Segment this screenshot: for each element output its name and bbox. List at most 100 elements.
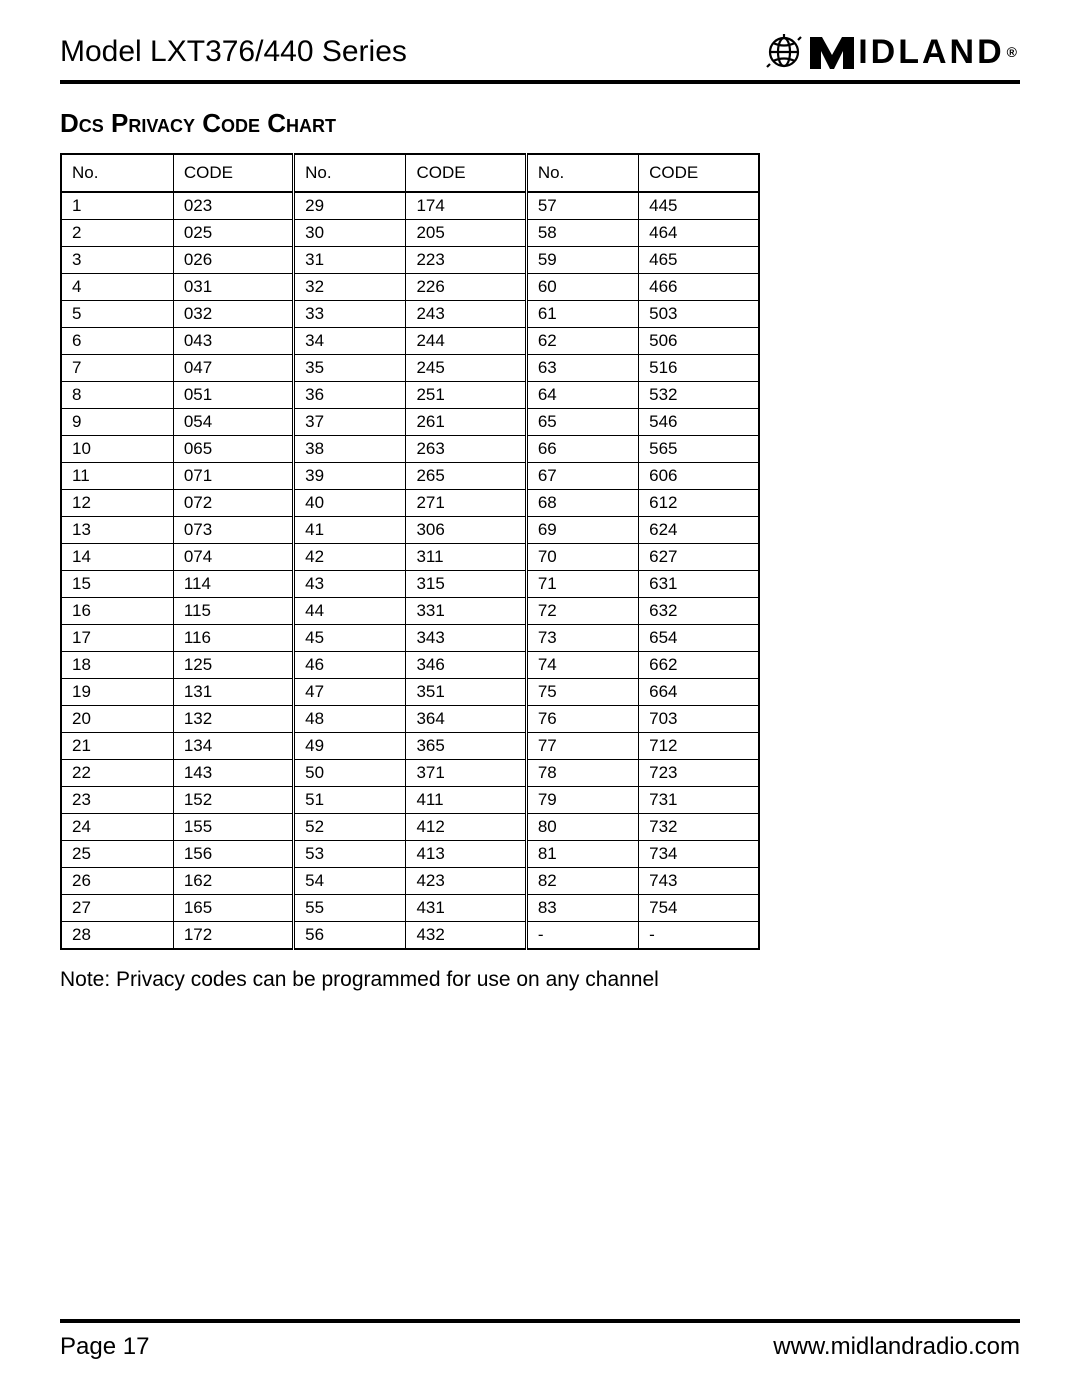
table-cell: 35 xyxy=(294,355,406,382)
table-cell: 662 xyxy=(639,652,759,679)
table-cell: 251 xyxy=(406,382,526,409)
table-cell: 11 xyxy=(61,463,173,490)
table-cell: 351 xyxy=(406,679,526,706)
table-cell: 263 xyxy=(406,436,526,463)
table-cell: 311 xyxy=(406,544,526,571)
table-cell: 58 xyxy=(526,220,638,247)
table-cell: 79 xyxy=(526,787,638,814)
section-title: Dcs Privacy Code Chart xyxy=(60,108,1020,139)
table-cell: 5 xyxy=(61,301,173,328)
table-row: 201324836476703 xyxy=(61,706,759,733)
table-cell: 50 xyxy=(294,760,406,787)
table-cell: 12 xyxy=(61,490,173,517)
table-cell: 261 xyxy=(406,409,526,436)
table-cell: 134 xyxy=(173,733,293,760)
table-cell: 54 xyxy=(294,868,406,895)
note-text: Note: Privacy codes can be programmed fo… xyxy=(60,968,1020,992)
table-row: 20253020558464 xyxy=(61,220,759,247)
table-cell: 612 xyxy=(639,490,759,517)
table-cell: 29 xyxy=(294,192,406,220)
table-cell: 114 xyxy=(173,571,293,598)
table-cell: - xyxy=(526,922,638,950)
table-row: 251565341381734 xyxy=(61,841,759,868)
table-cell: 39 xyxy=(294,463,406,490)
table-cell: 62 xyxy=(526,328,638,355)
table-cell: 065 xyxy=(173,436,293,463)
table-cell: 13 xyxy=(61,517,173,544)
table-cell: 69 xyxy=(526,517,638,544)
table-cell: 72 xyxy=(526,598,638,625)
table-cell: 546 xyxy=(639,409,759,436)
table-cell: 051 xyxy=(173,382,293,409)
table-cell: 30 xyxy=(294,220,406,247)
table-cell: 565 xyxy=(639,436,759,463)
table-cell: 2 xyxy=(61,220,173,247)
table-cell: 654 xyxy=(639,625,759,652)
table-cell: 271 xyxy=(406,490,526,517)
table-cell: 054 xyxy=(173,409,293,436)
table-row: 100653826366565 xyxy=(61,436,759,463)
table-cell: 032 xyxy=(173,301,293,328)
table-cell: 631 xyxy=(639,571,759,598)
table-cell: 55 xyxy=(294,895,406,922)
table-cell: 78 xyxy=(526,760,638,787)
table-cell: 244 xyxy=(406,328,526,355)
brand-m-icon xyxy=(810,35,854,69)
manual-page: Model LXT376/440 Series IDLAND ® xyxy=(0,0,1080,1397)
table-cell: 506 xyxy=(639,328,759,355)
table-cell: 65 xyxy=(526,409,638,436)
table-cell: 41 xyxy=(294,517,406,544)
table-cell: 245 xyxy=(406,355,526,382)
table-cell: 731 xyxy=(639,787,759,814)
table-row: 80513625164532 xyxy=(61,382,759,409)
table-cell: 115 xyxy=(173,598,293,625)
table-row: 271655543183754 xyxy=(61,895,759,922)
page-footer: Page 17 www.midlandradio.com xyxy=(60,1319,1020,1361)
table-cell: 165 xyxy=(173,895,293,922)
table-cell: 074 xyxy=(173,544,293,571)
table-cell: 371 xyxy=(406,760,526,787)
col-header: CODE xyxy=(639,154,759,192)
table-cell: 632 xyxy=(639,598,759,625)
table-cell: 047 xyxy=(173,355,293,382)
table-cell: 072 xyxy=(173,490,293,517)
table-row: 130734130669624 xyxy=(61,517,759,544)
table-cell: 40 xyxy=(294,490,406,517)
table-cell: 413 xyxy=(406,841,526,868)
brand-logo: IDLAND ® xyxy=(762,30,1020,74)
table-cell: 503 xyxy=(639,301,759,328)
page-header: Model LXT376/440 Series IDLAND ® xyxy=(60,30,1020,84)
table-cell: 52 xyxy=(294,814,406,841)
table-row: 231525141179731 xyxy=(61,787,759,814)
table-cell: 143 xyxy=(173,760,293,787)
table-cell: 174 xyxy=(406,192,526,220)
footer-url: www.midlandradio.com xyxy=(773,1333,1020,1361)
table-cell: 364 xyxy=(406,706,526,733)
table-cell: 22 xyxy=(61,760,173,787)
table-cell: 59 xyxy=(526,247,638,274)
table-cell: 023 xyxy=(173,192,293,220)
table-cell: 343 xyxy=(406,625,526,652)
table-cell: 25 xyxy=(61,841,173,868)
table-cell: 46 xyxy=(294,652,406,679)
table-cell: 60 xyxy=(526,274,638,301)
table-cell: - xyxy=(639,922,759,950)
table-cell: 1 xyxy=(61,192,173,220)
table-cell: 14 xyxy=(61,544,173,571)
table-cell: 36 xyxy=(294,382,406,409)
table-cell: 3 xyxy=(61,247,173,274)
table-cell: 45 xyxy=(294,625,406,652)
table-cell: 49 xyxy=(294,733,406,760)
brand-text: IDLAND xyxy=(858,33,1004,72)
table-cell: 76 xyxy=(526,706,638,733)
table-cell: 031 xyxy=(173,274,293,301)
table-cell: 81 xyxy=(526,841,638,868)
table-cell: 431 xyxy=(406,895,526,922)
table-cell: 51 xyxy=(294,787,406,814)
table-row: 30263122359465 xyxy=(61,247,759,274)
dcs-code-table: No. CODE No. CODE No. CODE 1023291745744… xyxy=(60,153,760,950)
table-cell: 75 xyxy=(526,679,638,706)
table-cell: 125 xyxy=(173,652,293,679)
table-cell: 27 xyxy=(61,895,173,922)
table-row: 2817256432-- xyxy=(61,922,759,950)
